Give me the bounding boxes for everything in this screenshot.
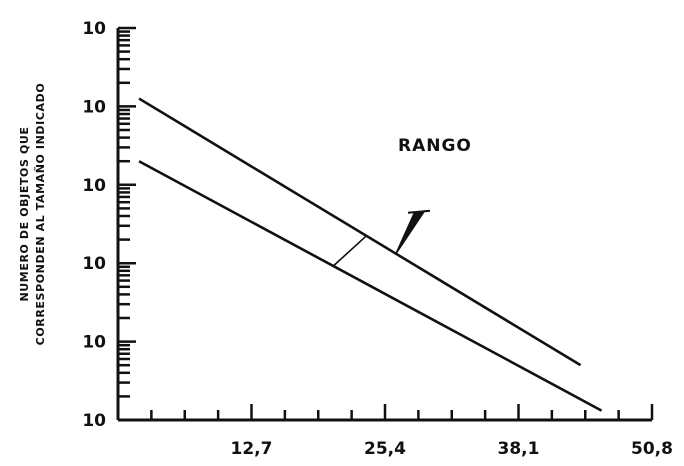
- range-pointer-cap: [407, 209, 431, 214]
- range-connector: [332, 235, 367, 267]
- y-tick-label: 10: [82, 254, 106, 274]
- x-tick-label: 38,1: [498, 439, 540, 459]
- y-axis-label: NUMERO DE OBJETOS QUE CORRESPONDEN AL TA…: [18, 83, 47, 346]
- y-tick-label: 10: [82, 411, 106, 431]
- y-ticks: 10 10 10 10 10 10: [82, 19, 136, 431]
- y-axis-label-line-1: NUMERO DE OBJETOS QUE: [18, 126, 31, 301]
- range-marker: [332, 209, 431, 267]
- y-tick-label: 10: [82, 19, 106, 39]
- y-axis-label-line-2: CORRESPONDEN AL TAMAÑO INDICADO: [34, 83, 47, 346]
- series-line-2: [138, 160, 603, 412]
- x-tick-label: 25,4: [364, 439, 406, 459]
- y-tick-label: 10: [82, 333, 106, 353]
- y-tick-label: 10: [82, 97, 106, 117]
- x-tick-label: 50,8: [631, 439, 673, 459]
- range-pointer: [395, 210, 426, 255]
- x-tick-label: 12,7: [231, 439, 273, 459]
- y-tick-label: 10: [82, 176, 106, 196]
- annotation-rango: RANGO: [398, 136, 472, 156]
- series-line-1: [138, 97, 582, 367]
- series: [138, 97, 603, 412]
- x-ticks: 12,7 25,4 38,1 50,8: [150, 404, 673, 459]
